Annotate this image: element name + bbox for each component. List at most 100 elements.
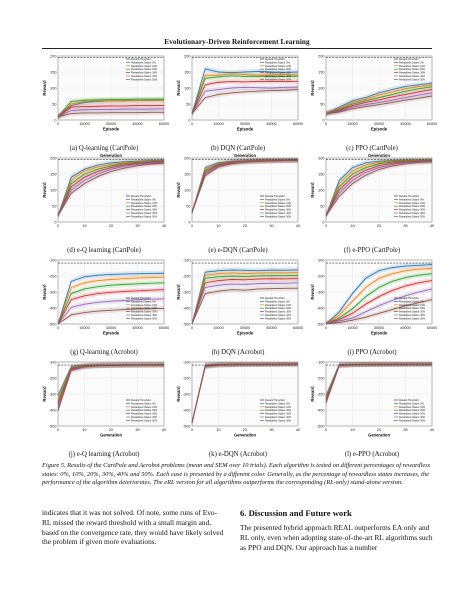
y-tick-label: -200 [49,275,57,279]
legend-label: Rewardless States: 10% [399,65,426,68]
series-line [57,160,165,216]
legend-label: Rewardless States: 40% [131,75,158,78]
x-tick-label: 45000 [132,326,143,330]
sem-band [58,158,164,219]
sem-band [326,271,432,324]
x-tick-label: 0 [191,122,193,126]
series-line [191,287,299,325]
legend-label: Rewardless States: 50% [265,317,292,320]
x-tick-label: 20 [243,428,247,432]
series-line [57,111,164,118]
legend-label: Rewardless States: 0% [265,402,291,405]
x-tick-label: 0 [325,326,327,330]
sem-band [326,362,432,402]
x-tick-label: 30 [135,428,139,432]
y-tick-label: 200 [318,157,324,161]
x-axis-label: Episode [237,331,254,336]
series-line [325,273,433,325]
series-line [57,308,165,325]
x-tick-label: 20 [109,224,113,228]
y-tick-label: -100 [183,259,191,263]
subfigure-caption: (k) e-DQN (Acrobot) [208,451,268,458]
series-line [191,73,299,114]
x-tick-label: 0 [325,224,327,228]
y-tick-label: 0 [322,221,324,225]
y-axis-label: Reward [176,386,181,402]
legend-label: Rewardless States: 20% [131,307,158,310]
sem-band [58,305,164,324]
y-tick-label: 150 [50,173,56,177]
y-tick-label: -400 [49,409,57,413]
x-tick-label: 0 [191,428,193,432]
sem-band [58,158,164,219]
legend-label: Rewardless States: 20% [131,205,158,208]
sem-band [58,109,164,120]
legend-label: Rewardless States: 20% [399,205,426,208]
legend-label: Rewardless States: 50% [399,215,426,218]
chart-svg: -500 -400 -300 -200 -100 0 15000 30000 45000 6000… [176,259,303,336]
x-tick-label: 15000 [79,326,90,330]
chart-panel-12: -500 -400 -300 -200 -100 0 10 20 30 40 Reward Thre… [310,358,434,461]
chart-svg: -500 -400 -300 -200 -100 0 10 20 30 40 Reward Thre… [310,361,434,438]
series-line [325,92,433,115]
chart-panel-10: -500 -400 -300 -200 -100 0 10 20 30 40 Reward Thre… [42,358,166,461]
x-tick-label: 0 [57,122,59,126]
legend-label: Rewardless States: 50% [399,78,426,81]
y-tick-label: 0 [54,221,56,225]
series-line [57,289,165,325]
y-tick-label: 100 [50,87,56,91]
sem-band [58,97,164,120]
legend-label: Rewardless States: 0% [131,300,157,303]
x-tick-label: 30000 [106,122,117,126]
y-axis-label: Reward [310,80,315,96]
series-line [325,299,433,325]
x-tick-label: 15000 [213,122,224,126]
sem-band [192,66,298,117]
y-axis-label: Reward [176,182,181,198]
chart-svg: -500 -400 -300 -200 -100 0 10 20 30 40 Reward Thre… [42,361,166,438]
series-line [57,99,164,118]
x-tick-label: 15000 [79,122,90,126]
series-line [325,159,433,216]
x-tick-label: 0 [57,428,59,432]
x-tick-label: 20 [377,428,381,432]
subfigure-caption: (a) Q-learning (CartPole) [69,145,139,152]
x-tick-label: 30000 [240,326,251,330]
series-line [325,264,433,325]
y-tick-label: 150 [184,173,190,177]
legend-label: Rewardless States: 40% [131,314,158,317]
y-tick-label: -100 [49,259,57,263]
x-tick-label: 60000 [427,122,438,126]
sem-band [326,84,432,117]
chart-svg: -500 -400 -300 -200 -100 0 10 20 30 40 Reward Thre… [176,361,300,438]
series-line [191,75,299,114]
legend-label: Rewardless States: 50% [131,419,158,422]
figure-caption: Figure 5. Results of the CartPole and Ac… [42,462,431,487]
sem-band [326,297,432,324]
legend-label: Reward Threshold [131,195,151,198]
y-tick-label: -400 [317,307,325,311]
x-tick-label: 20 [377,224,381,228]
series-line [57,276,165,325]
chart-panel-1: 0 50 100 150 200 0 15000 30000 45000 60000 Reward … [42,52,169,155]
legend-label: Rewardless States: 30% [265,413,292,416]
chart-panel-9: -500 -400 -300 -200 -100 0 15000 30000 45000 6000… [310,256,437,359]
top-axis-label: Generation [368,153,391,158]
series-line [191,278,299,325]
y-tick-label: 200 [184,55,190,59]
legend-label: Rewardless States: 40% [265,212,292,215]
y-tick-label: 100 [50,189,56,193]
legend-label: Rewardless States: 50% [265,78,292,81]
y-axis-label: Reward [42,386,47,402]
top-axis-label: Generation [100,153,123,158]
legend-label: Rewardless States: 40% [399,212,426,215]
legend-label: Reward Threshold [399,58,419,61]
legend-label: Rewardless States: 30% [265,209,292,212]
sem-band [58,274,164,324]
series-line [191,80,299,114]
x-tick-label: 10 [82,224,86,228]
x-tick-label: 40 [296,224,300,228]
chart-panel-6: 0 50 100 150 200 0 10 20 30 40 Reward Threshold Rew… [310,153,434,257]
legend-label: Rewardless States: 0% [399,61,425,64]
legend-label: Rewardless States: 50% [265,215,292,218]
